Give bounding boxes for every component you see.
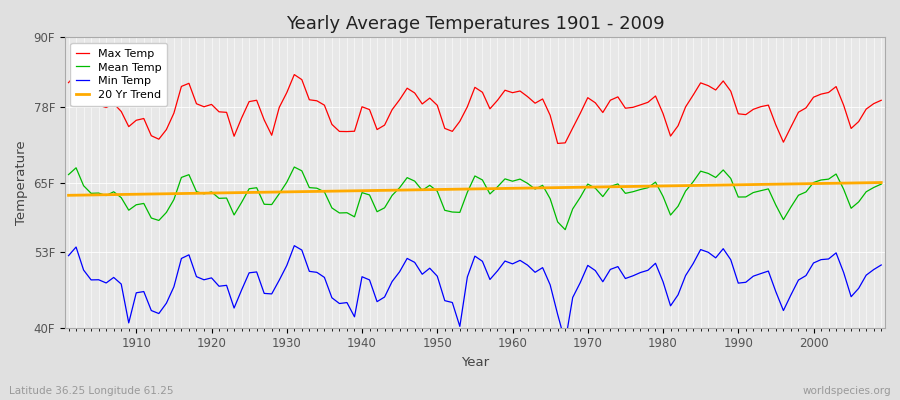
Y-axis label: Temperature: Temperature (15, 140, 28, 225)
Line: Min Temp: Min Temp (68, 246, 881, 342)
Line: Mean Temp: Mean Temp (68, 167, 881, 230)
Legend: Max Temp, Mean Temp, Min Temp, 20 Yr Trend: Max Temp, Mean Temp, Min Temp, 20 Yr Tre… (70, 43, 167, 106)
Min Temp (63, 253, 74, 258)
Min Temp (515, 258, 526, 263)
Min Temp (342, 300, 353, 305)
Min Temp (289, 243, 300, 248)
Line: Max Temp: Max Temp (68, 74, 881, 144)
Min Temp (507, 262, 517, 266)
Max Temp (515, 89, 526, 94)
Mean Temp (63, 172, 74, 177)
Max Temp (130, 118, 141, 123)
Min Temp (560, 340, 571, 344)
Text: worldspecies.org: worldspecies.org (803, 386, 891, 396)
Max Temp (63, 80, 74, 85)
Max Temp (876, 98, 886, 103)
Mean Temp (515, 177, 526, 182)
Max Temp (342, 129, 353, 134)
Max Temp (553, 141, 563, 146)
Max Temp (507, 90, 517, 95)
Max Temp (296, 77, 307, 82)
Title: Yearly Average Temperatures 1901 - 2009: Yearly Average Temperatures 1901 - 2009 (285, 15, 664, 33)
Mean Temp (876, 182, 886, 186)
Min Temp (613, 264, 624, 269)
Mean Temp (289, 165, 300, 170)
Mean Temp (123, 208, 134, 212)
Text: Latitude 36.25 Longitude 61.25: Latitude 36.25 Longitude 61.25 (9, 386, 174, 396)
Max Temp (71, 72, 82, 77)
Mean Temp (342, 210, 353, 215)
X-axis label: Year: Year (461, 356, 489, 369)
Min Temp (123, 320, 134, 325)
Min Temp (296, 248, 307, 252)
Max Temp (613, 94, 624, 99)
Mean Temp (613, 182, 624, 186)
Min Temp (876, 262, 886, 267)
Mean Temp (296, 168, 307, 173)
Mean Temp (507, 179, 517, 184)
Mean Temp (560, 227, 571, 232)
